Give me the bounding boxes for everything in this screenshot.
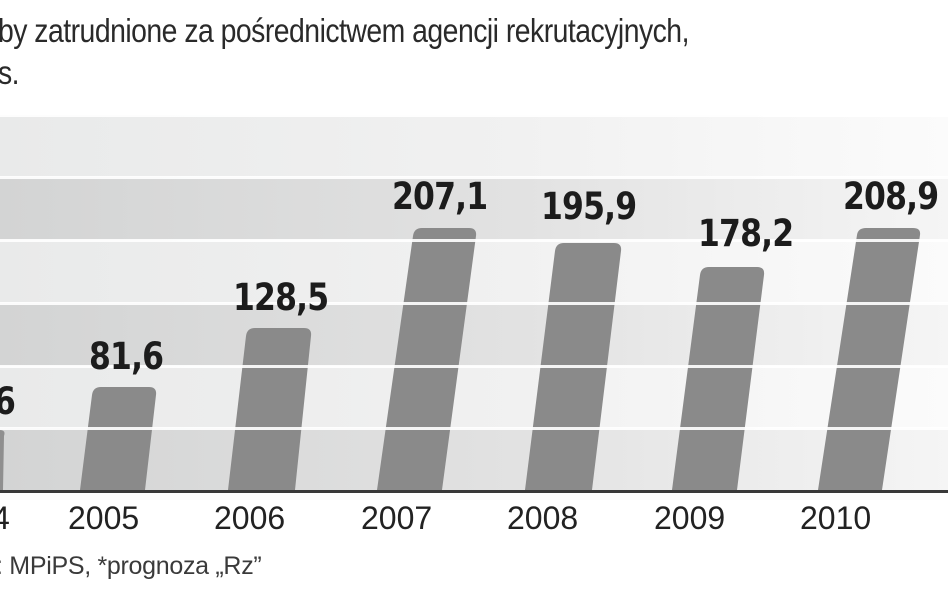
x-axis-line bbox=[0, 490, 948, 493]
x-label-2007: 2007 bbox=[361, 500, 433, 536]
gridline bbox=[0, 114, 948, 117]
bar-2004 bbox=[0, 430, 10, 490]
bar-2005 bbox=[80, 387, 160, 490]
chart-subtitle: by zatrudnione za pośrednictwem agencji … bbox=[0, 10, 689, 94]
value-label-2006: 128,5 bbox=[233, 276, 329, 319]
bar-2007 bbox=[377, 228, 482, 490]
x-label-2005: 2005 bbox=[68, 500, 140, 536]
gridline bbox=[0, 176, 948, 179]
x-label-2010: 2010 bbox=[800, 500, 872, 536]
value-label-2004: 6 bbox=[0, 380, 16, 423]
subtitle-line-1: by zatrudnione za pośrednictwem agencji … bbox=[0, 12, 689, 49]
value-label-2005: 81,6 bbox=[89, 335, 164, 378]
band bbox=[0, 428, 948, 490]
value-label-2009: 178,2 bbox=[698, 212, 794, 255]
band bbox=[0, 366, 948, 428]
bar-2009 bbox=[672, 267, 768, 490]
x-label-2004: 4 bbox=[0, 500, 10, 536]
value-label-2010: 208,9 bbox=[843, 175, 939, 218]
value-label-2008: 195,9 bbox=[541, 185, 637, 228]
bar-2010 bbox=[818, 228, 923, 490]
gridline bbox=[0, 427, 948, 430]
x-label-2006: 2006 bbox=[214, 500, 286, 536]
subtitle-line-2: s. bbox=[0, 54, 20, 91]
x-label-2009: 2009 bbox=[654, 500, 726, 536]
bar-2006 bbox=[228, 328, 318, 490]
gridline bbox=[0, 302, 948, 305]
source-note: : MPiPS, *prognoza „Rz” bbox=[0, 552, 262, 580]
x-label-2008: 2008 bbox=[507, 500, 579, 536]
value-label-2007: 207,1 bbox=[392, 175, 488, 218]
band bbox=[0, 115, 948, 177]
plot-area bbox=[0, 115, 948, 490]
band bbox=[0, 303, 948, 366]
gridline bbox=[0, 365, 948, 368]
gridline bbox=[0, 239, 948, 242]
